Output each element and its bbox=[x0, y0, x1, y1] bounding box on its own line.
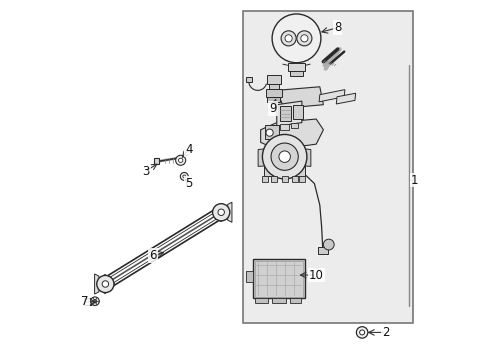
Text: 1: 1 bbox=[410, 174, 418, 186]
Circle shape bbox=[270, 143, 298, 170]
Text: 5: 5 bbox=[185, 177, 192, 190]
Bar bbox=[270, 176, 276, 182]
Bar bbox=[280, 125, 289, 130]
Circle shape bbox=[178, 158, 183, 162]
Bar bbox=[290, 298, 301, 303]
Bar bbox=[290, 123, 298, 128]
Circle shape bbox=[323, 239, 333, 250]
Bar bbox=[272, 298, 285, 303]
Circle shape bbox=[262, 134, 306, 179]
Polygon shape bbox=[264, 165, 305, 176]
Circle shape bbox=[180, 172, 188, 180]
Circle shape bbox=[97, 275, 114, 293]
Bar bbox=[246, 271, 252, 282]
Bar bbox=[254, 261, 303, 297]
Polygon shape bbox=[276, 101, 301, 126]
Text: 2: 2 bbox=[382, 326, 389, 339]
Bar bbox=[254, 298, 267, 303]
Polygon shape bbox=[319, 90, 344, 102]
Bar bbox=[262, 176, 267, 182]
Circle shape bbox=[359, 330, 364, 335]
Bar bbox=[242, 12, 412, 323]
Bar bbox=[84, 298, 91, 305]
Polygon shape bbox=[94, 274, 99, 294]
Text: 7: 7 bbox=[81, 296, 88, 309]
Bar bbox=[291, 176, 297, 182]
Polygon shape bbox=[258, 148, 268, 166]
Circle shape bbox=[102, 281, 108, 287]
Circle shape bbox=[175, 155, 185, 165]
Bar bbox=[267, 97, 280, 102]
Circle shape bbox=[278, 151, 290, 162]
Bar bbox=[318, 247, 328, 254]
Bar bbox=[281, 176, 287, 182]
Circle shape bbox=[93, 300, 97, 303]
Polygon shape bbox=[276, 87, 323, 108]
Circle shape bbox=[356, 327, 367, 338]
Bar bbox=[298, 176, 304, 182]
Bar bbox=[279, 107, 290, 121]
Polygon shape bbox=[336, 93, 355, 104]
Bar bbox=[245, 77, 251, 82]
Text: 4: 4 bbox=[185, 143, 192, 156]
Bar bbox=[265, 89, 281, 97]
Circle shape bbox=[265, 129, 273, 136]
Polygon shape bbox=[300, 148, 310, 166]
Polygon shape bbox=[260, 119, 323, 149]
Circle shape bbox=[271, 14, 320, 63]
Text: 8: 8 bbox=[333, 21, 341, 34]
Bar bbox=[289, 71, 303, 76]
Text: 10: 10 bbox=[308, 269, 323, 282]
Bar bbox=[154, 158, 159, 164]
Circle shape bbox=[281, 31, 296, 46]
Bar bbox=[268, 84, 279, 89]
Text: 6: 6 bbox=[149, 249, 157, 262]
Circle shape bbox=[90, 297, 99, 306]
Circle shape bbox=[300, 35, 307, 42]
Circle shape bbox=[218, 209, 224, 216]
Circle shape bbox=[296, 31, 311, 46]
Bar bbox=[265, 126, 278, 139]
Bar bbox=[287, 63, 305, 71]
Bar bbox=[292, 105, 303, 119]
Circle shape bbox=[212, 204, 229, 221]
Circle shape bbox=[285, 35, 292, 42]
Bar bbox=[266, 75, 281, 84]
Polygon shape bbox=[227, 202, 231, 222]
Text: 9: 9 bbox=[269, 102, 276, 115]
Bar bbox=[252, 259, 304, 298]
Circle shape bbox=[183, 175, 185, 178]
Text: 3: 3 bbox=[142, 165, 149, 177]
